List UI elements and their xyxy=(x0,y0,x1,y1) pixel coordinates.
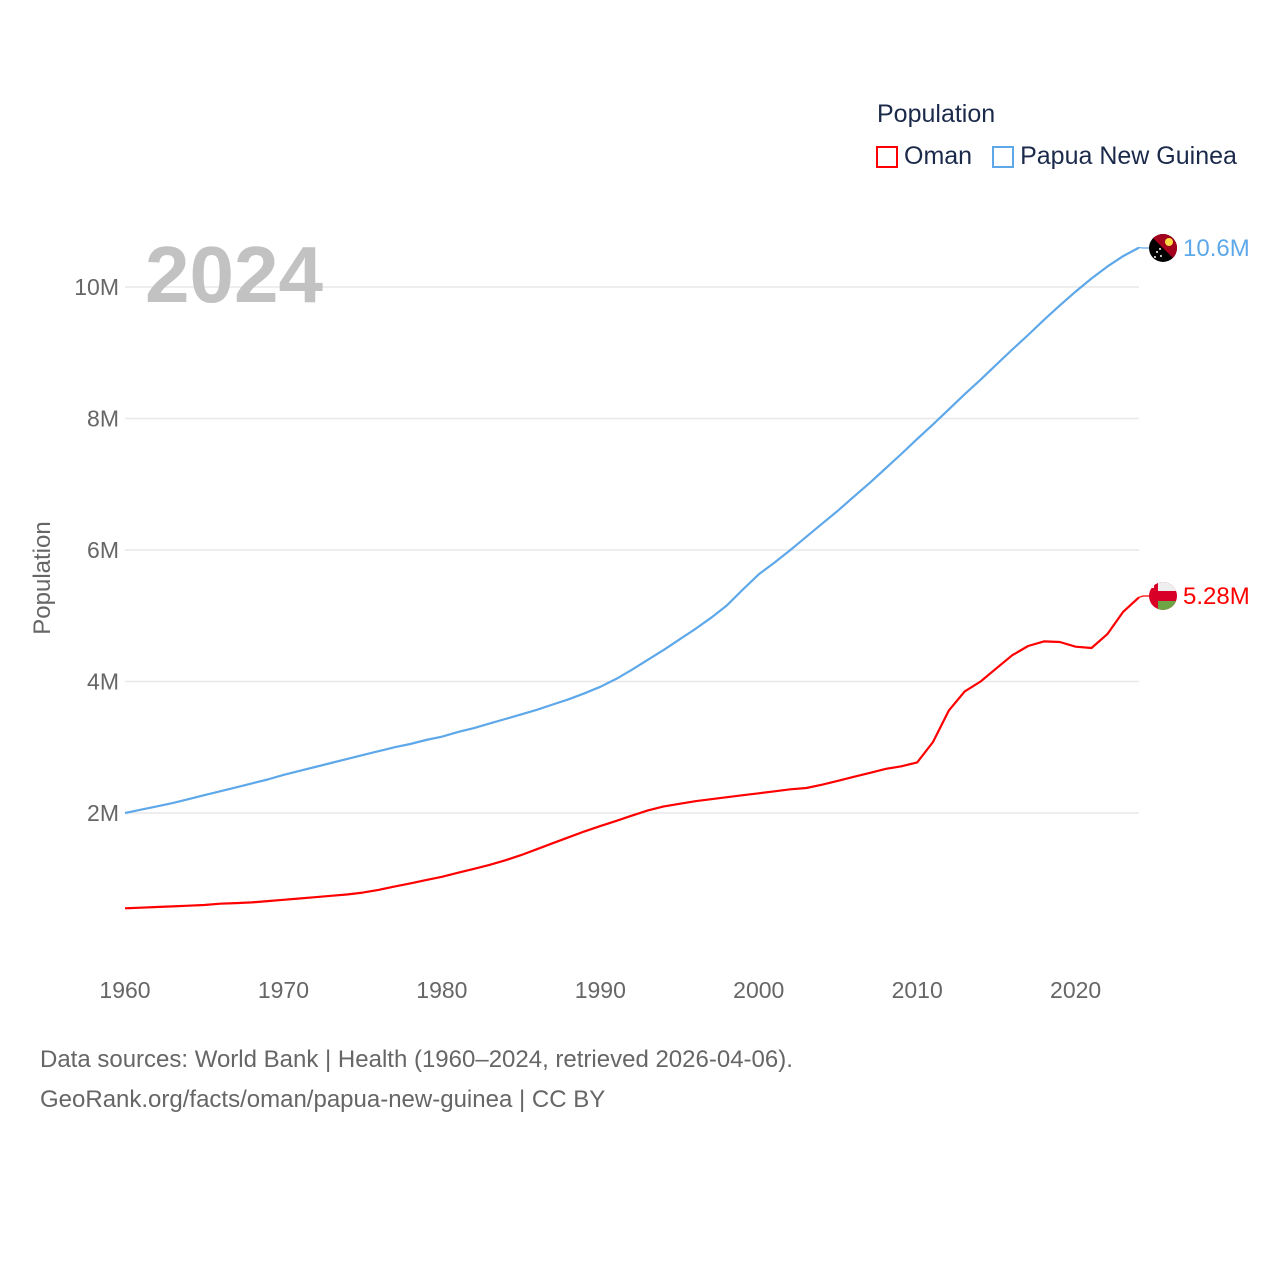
x-tick-label: 1960 xyxy=(99,977,150,1003)
legend-item-papua-new-guinea[interactable]: Papua New Guinea xyxy=(992,142,1237,171)
x-tick-label: 1980 xyxy=(416,977,467,1003)
gridlines xyxy=(125,286,1139,814)
legend-title: Population xyxy=(877,100,996,128)
papua-new-guinea-flag-icon xyxy=(1149,234,1177,262)
end-connector xyxy=(1138,595,1150,598)
y-axis-label: Population xyxy=(29,521,56,634)
y-axis-ticks: 2M 4M 6M 8M 10M xyxy=(74,274,119,826)
x-tick-label: 2000 xyxy=(733,977,784,1003)
y-tick-label: 6M xyxy=(87,537,119,563)
footer-sources: Data sources: World Bank | Health (1960–… xyxy=(40,1046,793,1073)
x-axis-ticks: 1960 1970 1980 1990 2000 2010 2020 xyxy=(99,977,1101,1003)
series-line-oman[interactable] xyxy=(124,596,1140,910)
x-tick-label: 1990 xyxy=(575,977,626,1003)
legend-label: Papua New Guinea xyxy=(1020,142,1237,170)
x-tick-label: 2020 xyxy=(1050,977,1101,1003)
x-tick-label: 2010 xyxy=(892,977,943,1003)
x-tick-label: 1970 xyxy=(258,977,309,1003)
year-watermark: 2024 xyxy=(145,230,323,319)
papua-new-guinea-swatch-icon xyxy=(992,145,1015,168)
series-line-papua-new-guinea[interactable] xyxy=(124,246,1140,815)
y-tick-label: 10M xyxy=(74,274,119,300)
series-lines xyxy=(124,246,1150,910)
y-tick-label: 8M xyxy=(87,406,119,432)
oman-flag-icon xyxy=(1149,582,1177,610)
legend-item-oman[interactable]: Oman xyxy=(876,142,972,171)
oman-swatch-icon xyxy=(876,145,898,168)
legend-label: Oman xyxy=(904,142,973,170)
y-tick-label: 2M xyxy=(87,800,119,826)
y-tick-label: 4M xyxy=(87,669,119,695)
end-value-label: 10.6M xyxy=(1183,235,1250,262)
legend: Oman Papua New Guinea xyxy=(876,142,1257,171)
end-value-label: 5.28M xyxy=(1183,583,1250,610)
footer-attribution[interactable]: GeoRank.org/facts/oman/papua-new-guinea … xyxy=(40,1086,606,1113)
end-labels: 5.28M 10.6M xyxy=(1183,235,1250,610)
